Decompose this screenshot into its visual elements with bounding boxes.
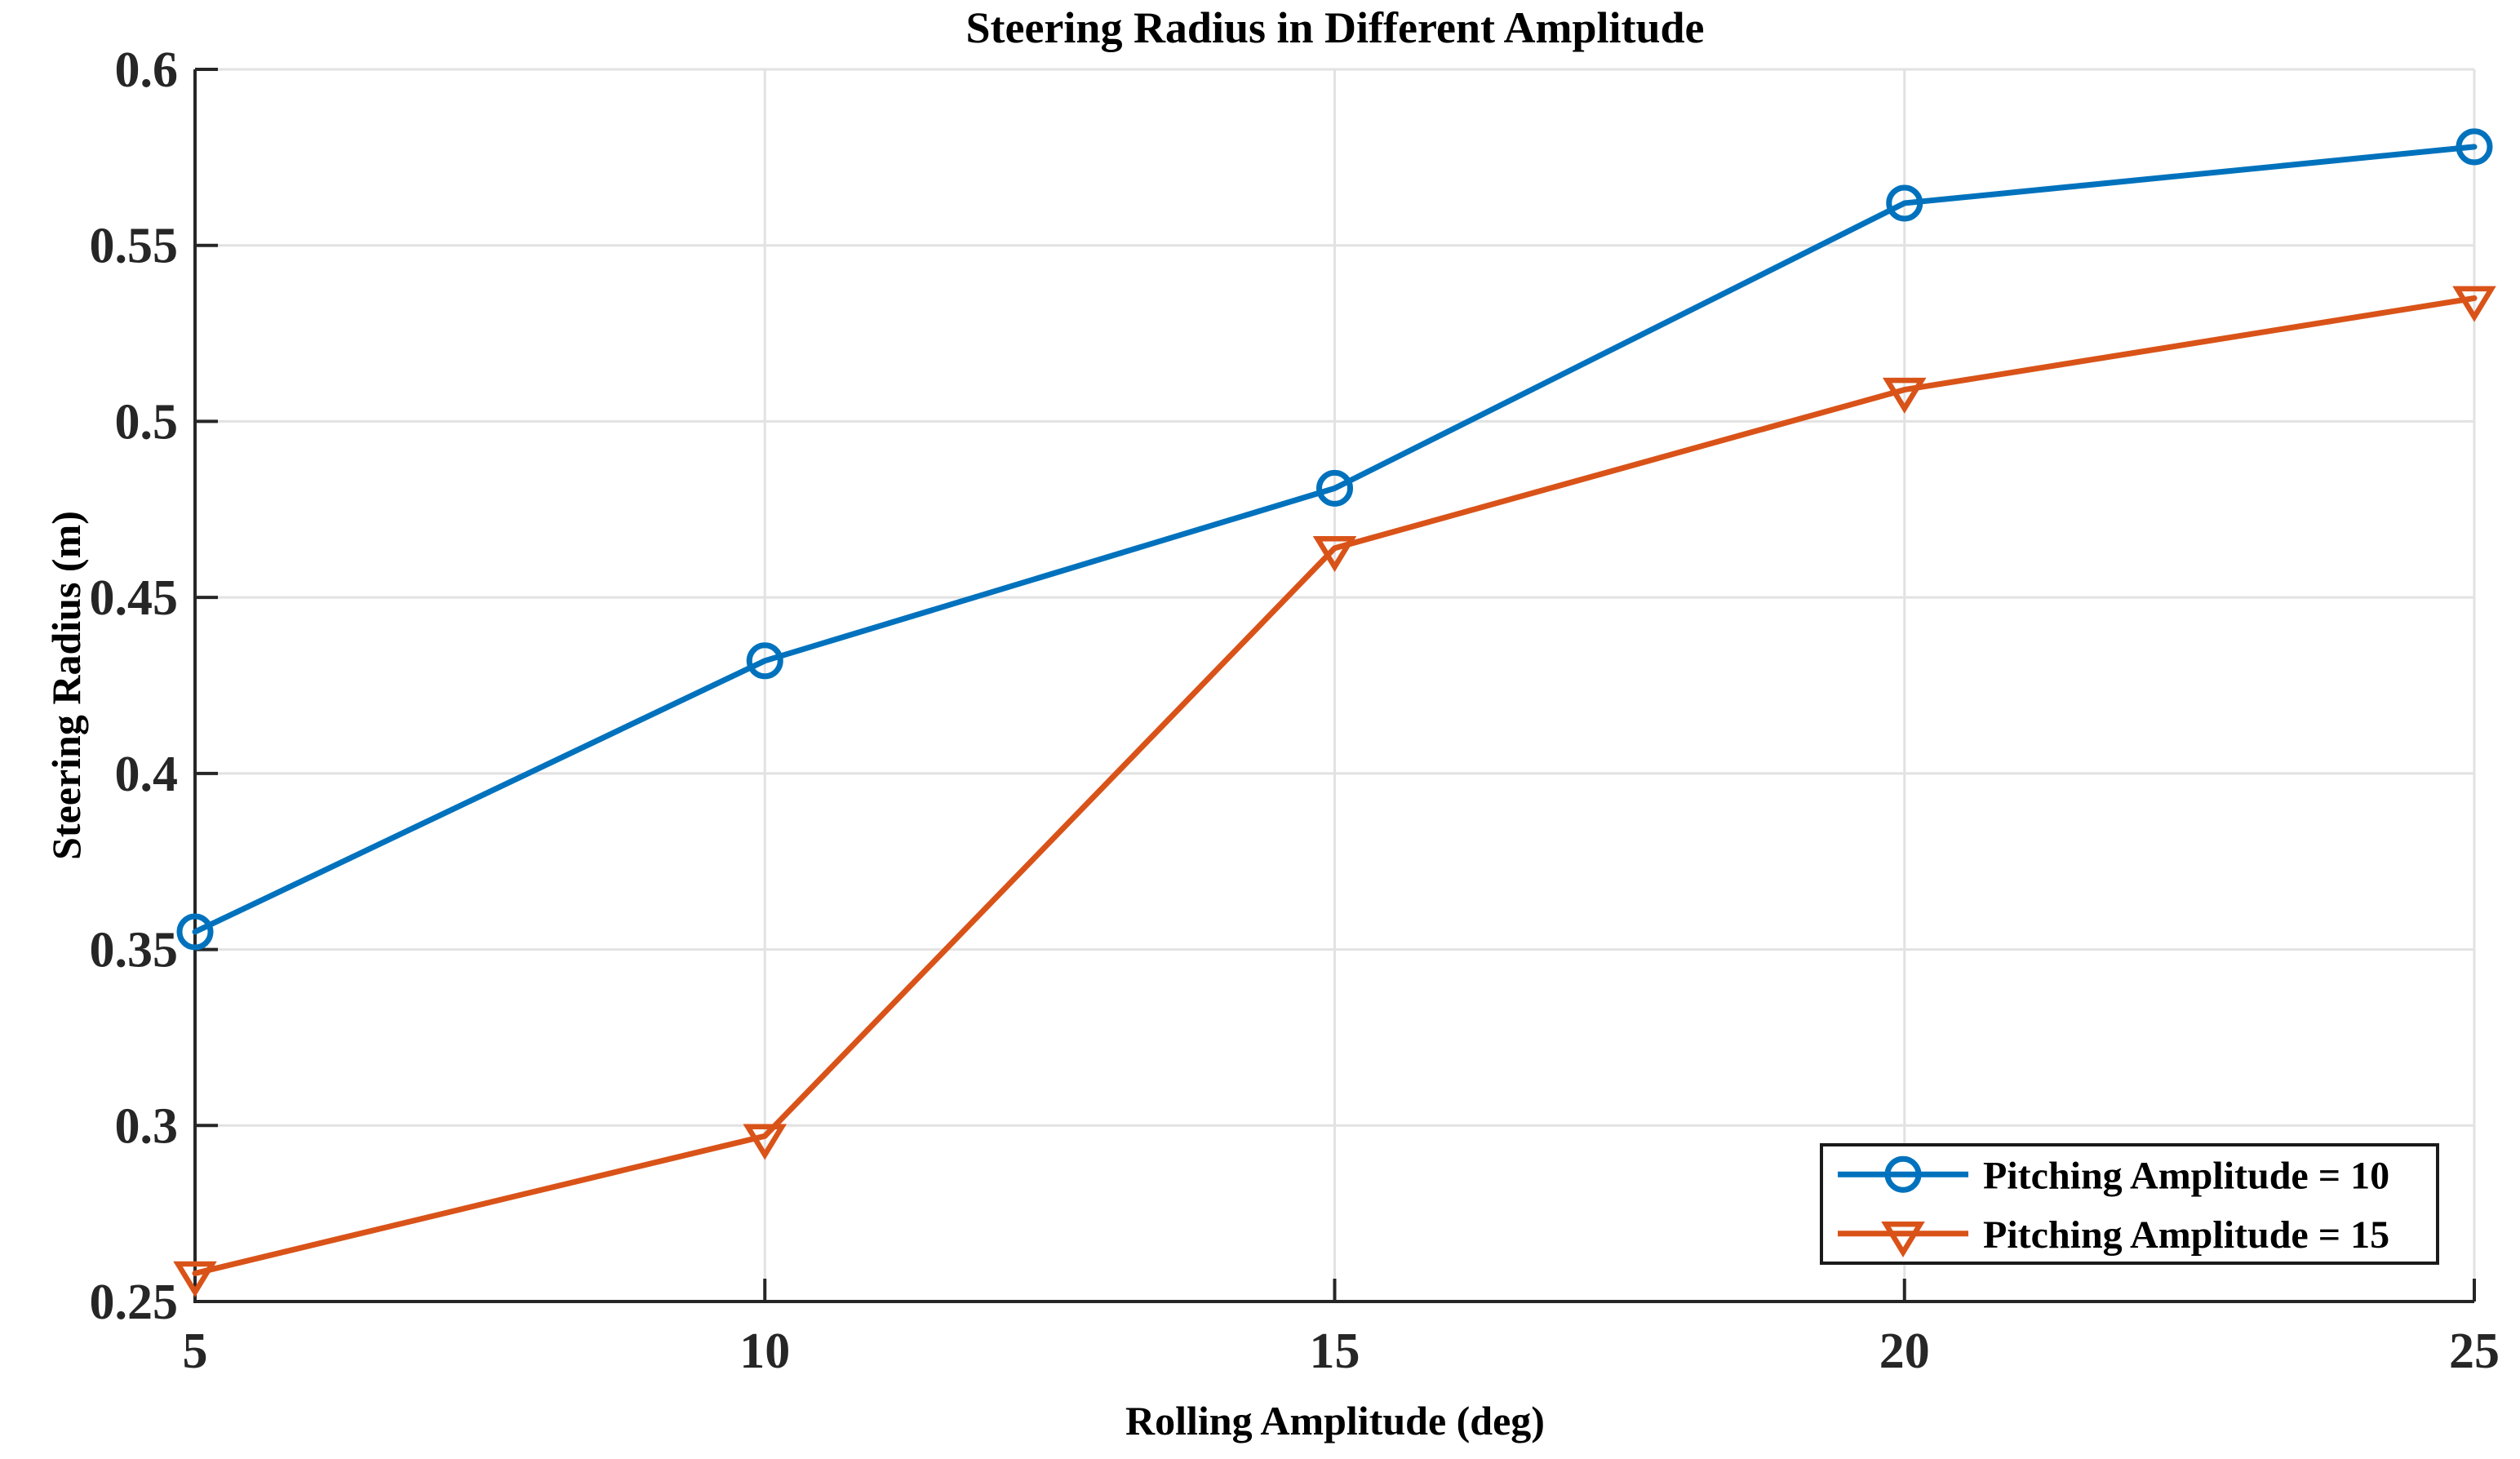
y-tick-label: 0.35 bbox=[90, 923, 179, 978]
y-tick-label: 0.45 bbox=[90, 570, 179, 626]
y-tick-label: 0.25 bbox=[90, 1275, 179, 1330]
y-tick-label: 0.6 bbox=[115, 42, 179, 98]
series-1-line bbox=[192, 295, 2478, 1276]
legend-label: Pitching Amplitude = 15 bbox=[1983, 1213, 2389, 1257]
x-axis-label: Rolling Amplitude (deg) bbox=[1125, 1398, 1545, 1443]
y-tick-label: 0.5 bbox=[115, 394, 179, 450]
x-tick-label: 15 bbox=[1310, 1324, 1360, 1379]
y-axis-label: Steering Radius (m) bbox=[43, 511, 89, 860]
y-tick-label: 0.55 bbox=[90, 219, 179, 274]
series-0-marker bbox=[176, 913, 214, 951]
chart-title: Steering Radius in Different Amplitude bbox=[965, 3, 1704, 52]
x-tick-label: 25 bbox=[2449, 1324, 2500, 1379]
x-tick-label: 20 bbox=[1879, 1324, 1930, 1379]
legend-box bbox=[1820, 1143, 2439, 1265]
legend-item: Pitching Amplitude = 15 bbox=[1838, 1213, 2389, 1258]
legend-item: Pitching Amplitude = 10 bbox=[1838, 1154, 2389, 1197]
grid-layer bbox=[193, 68, 2476, 1303]
series-1-marker bbox=[2452, 286, 2496, 322]
series-1-marker bbox=[1312, 535, 1357, 572]
series-0-line bbox=[192, 144, 2478, 935]
series-0-marker bbox=[1886, 184, 1923, 222]
series-1-marker bbox=[743, 1124, 788, 1160]
legend-circle-icon bbox=[1884, 1155, 1922, 1193]
x-tick-label: 10 bbox=[739, 1324, 790, 1379]
series-1-marker bbox=[1882, 377, 1927, 414]
legend: Pitching Amplitude = 10 Pitching Amplitud… bbox=[1820, 1143, 2439, 1265]
y-tick-label: 0.3 bbox=[115, 1098, 179, 1154]
series-1-marker bbox=[173, 1261, 217, 1297]
legend-label: Pitching Amplitude = 10 bbox=[1983, 1154, 2389, 1197]
x-tick-label: 5 bbox=[183, 1324, 208, 1379]
legend-triangle-down-icon bbox=[1881, 1222, 1925, 1258]
series-0-marker bbox=[2456, 128, 2493, 166]
y-tick-label: 0.4 bbox=[115, 747, 179, 802]
series-0-marker bbox=[1316, 469, 1353, 507]
axes-layer: 5 10 15 20 25 0.25 0.3 0.35 0.4 0.45 0.5 0.55 0.6 bbox=[90, 42, 2500, 1379]
series-0-marker bbox=[746, 642, 783, 680]
series-layer bbox=[173, 128, 2496, 1297]
